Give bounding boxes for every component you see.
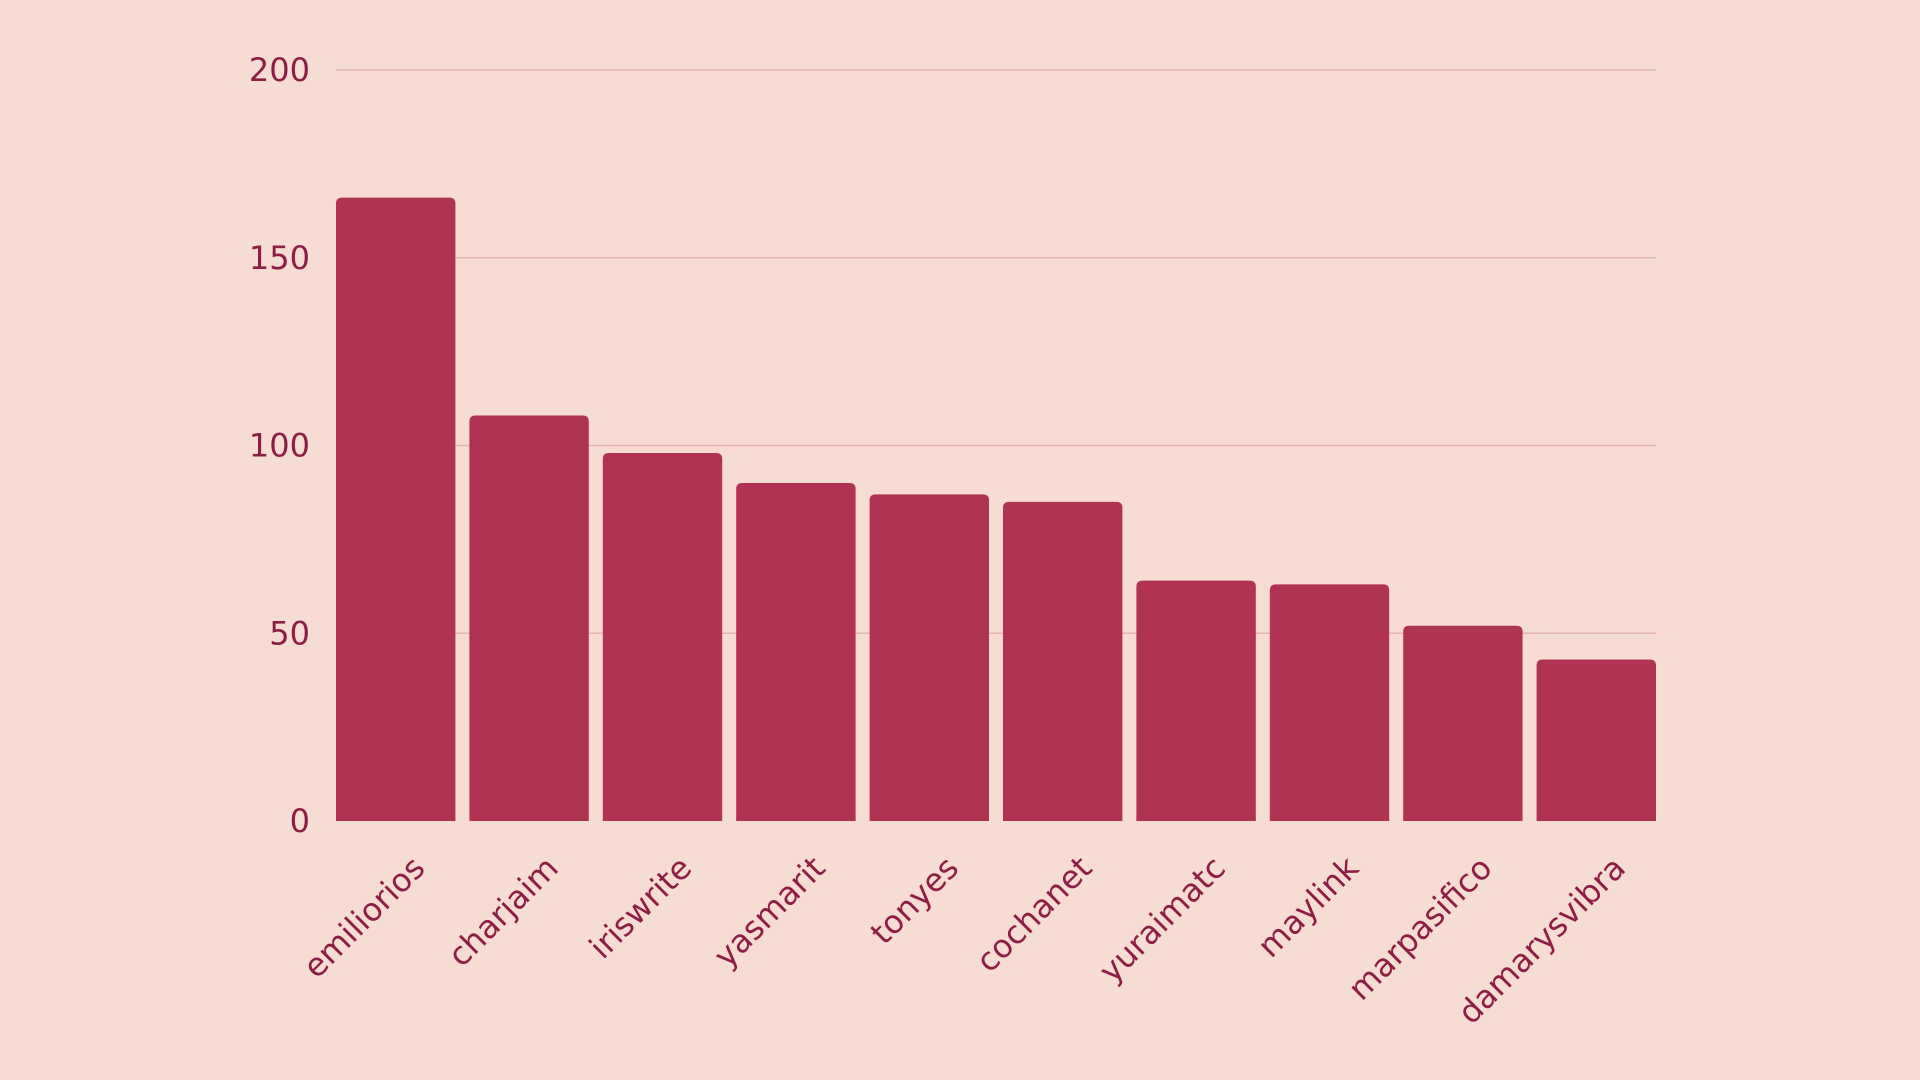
- bar-yuraimatc: [1136, 580, 1256, 821]
- bar-cochanet: [1003, 501, 1123, 821]
- x-axis-labels: emiliorios charjaim iriswrite yasmarit tonye…: [296, 848, 1633, 1031]
- x-tick-label: maylink: [1250, 848, 1367, 965]
- bar-tonyes: [869, 494, 989, 821]
- y-axis-ticks: 0 50 100 150 200: [249, 51, 310, 840]
- bars: [336, 197, 1656, 822]
- x-tick-label: cochanet: [968, 849, 1099, 980]
- y-tick-label: 200: [249, 51, 310, 89]
- y-tick-label: 0: [290, 802, 310, 840]
- y-tick-label: 150: [249, 239, 310, 277]
- bar-maylink: [1269, 584, 1390, 821]
- bar-damarysvibra: [1536, 659, 1656, 821]
- x-tick-label: iriswrite: [582, 849, 699, 966]
- bar-iriswrite: [602, 453, 723, 821]
- x-tick-label: tonyes: [863, 849, 966, 952]
- y-tick-label: 50: [269, 614, 310, 652]
- x-tick-label: emiliorios: [296, 849, 433, 986]
- bar-emiliorios: [336, 197, 456, 822]
- bar-yasmarit: [736, 483, 856, 821]
- bar-charjaim: [469, 415, 589, 821]
- y-tick-label: 100: [249, 427, 310, 465]
- x-tick-label: charjaim: [440, 849, 565, 974]
- x-tick-label: yasmarit: [706, 849, 832, 975]
- bar-marpasifico: [1403, 625, 1523, 821]
- x-tick-label: yuraimatc: [1091, 849, 1232, 990]
